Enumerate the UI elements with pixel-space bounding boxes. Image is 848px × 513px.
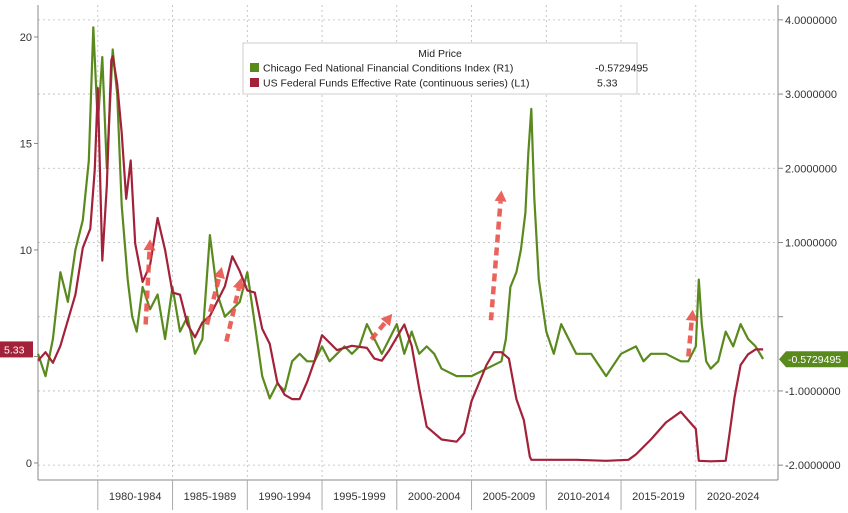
dashed-arrow-1 xyxy=(204,266,225,326)
arrow-shaft xyxy=(686,320,694,357)
arrow-shaft xyxy=(204,277,222,326)
series-line-1 xyxy=(37,54,764,463)
arrow-head xyxy=(380,313,393,327)
legend-value-nfci: -0.5729495 xyxy=(595,63,648,75)
legend-label-fedfunds: US Federal Funds Effective Rate (continu… xyxy=(263,78,530,90)
dashed-arrow-4 xyxy=(488,190,507,321)
dashed-arrow-3 xyxy=(369,313,393,341)
right-tick-label: 4.0000000 xyxy=(785,15,837,27)
x-tick-label: 1990-1994 xyxy=(258,491,311,503)
legend: Mid Price Chicago Fed National Financial… xyxy=(242,42,648,95)
right-tick-label: -1.0000000 xyxy=(785,386,841,398)
arrow-head xyxy=(232,277,245,290)
grid xyxy=(38,5,778,480)
series-layer xyxy=(36,26,765,463)
x-tick-label: 2005-2009 xyxy=(483,491,536,503)
right-tick-label: 1.0000000 xyxy=(785,238,837,250)
legend-title: Mid Price xyxy=(418,48,462,60)
x-tick-label: 1985-1989 xyxy=(184,491,237,503)
arrow-shaft xyxy=(224,287,241,343)
axes: -2.0000000 -1.0000000 1.0000000 2.0000000 3.… xyxy=(20,5,841,510)
annotations-layer xyxy=(143,190,698,357)
dashed-arrow-2 xyxy=(224,277,245,343)
series-line-0 xyxy=(36,26,765,400)
left-tick-label: 10 xyxy=(20,245,32,257)
legend-box xyxy=(242,42,638,95)
arrow-head xyxy=(494,190,507,202)
legend-value-fedfunds: 5.33 xyxy=(597,78,618,90)
right-tick-label: 2.0000000 xyxy=(785,163,837,175)
arrow-head xyxy=(685,309,698,322)
dashed-arrow-5 xyxy=(685,309,698,357)
right-tick-label: -2.0000000 xyxy=(785,460,841,472)
arrow-shaft xyxy=(369,320,388,341)
left-tick-label: 15 xyxy=(20,138,32,150)
badge-left-bg xyxy=(0,341,33,358)
legend-swatch-nfci xyxy=(250,63,259,72)
dashed-arrow-0 xyxy=(143,239,156,325)
badge-right-bg xyxy=(779,351,848,368)
badge-right-text: -0.5729495 xyxy=(788,354,841,366)
x-tick-label: 2015-2019 xyxy=(632,491,685,503)
legend-swatch-fedfunds xyxy=(250,78,259,87)
x-tick-label: 2000-2004 xyxy=(408,491,461,503)
left-tick-label: 0 xyxy=(26,458,32,470)
legend-label-nfci: Chicago Fed National Financial Condition… xyxy=(263,63,513,75)
x-tick-label: 2010-2014 xyxy=(557,491,610,503)
arrow-head xyxy=(143,239,156,251)
right-tick-label: 3.0000000 xyxy=(785,89,837,101)
badge-left-text: 5.33 xyxy=(4,344,25,356)
arrow-shaft xyxy=(488,201,503,321)
last-value-badges: 5.33 -0.5729495 xyxy=(0,341,848,368)
x-tick-label: 1980-1984 xyxy=(109,491,162,503)
left-tick-label: 20 xyxy=(20,32,32,44)
x-tick-label: 1995-1999 xyxy=(333,491,386,503)
x-tick-label: 2020-2024 xyxy=(707,491,760,503)
arrow-head xyxy=(213,266,225,280)
